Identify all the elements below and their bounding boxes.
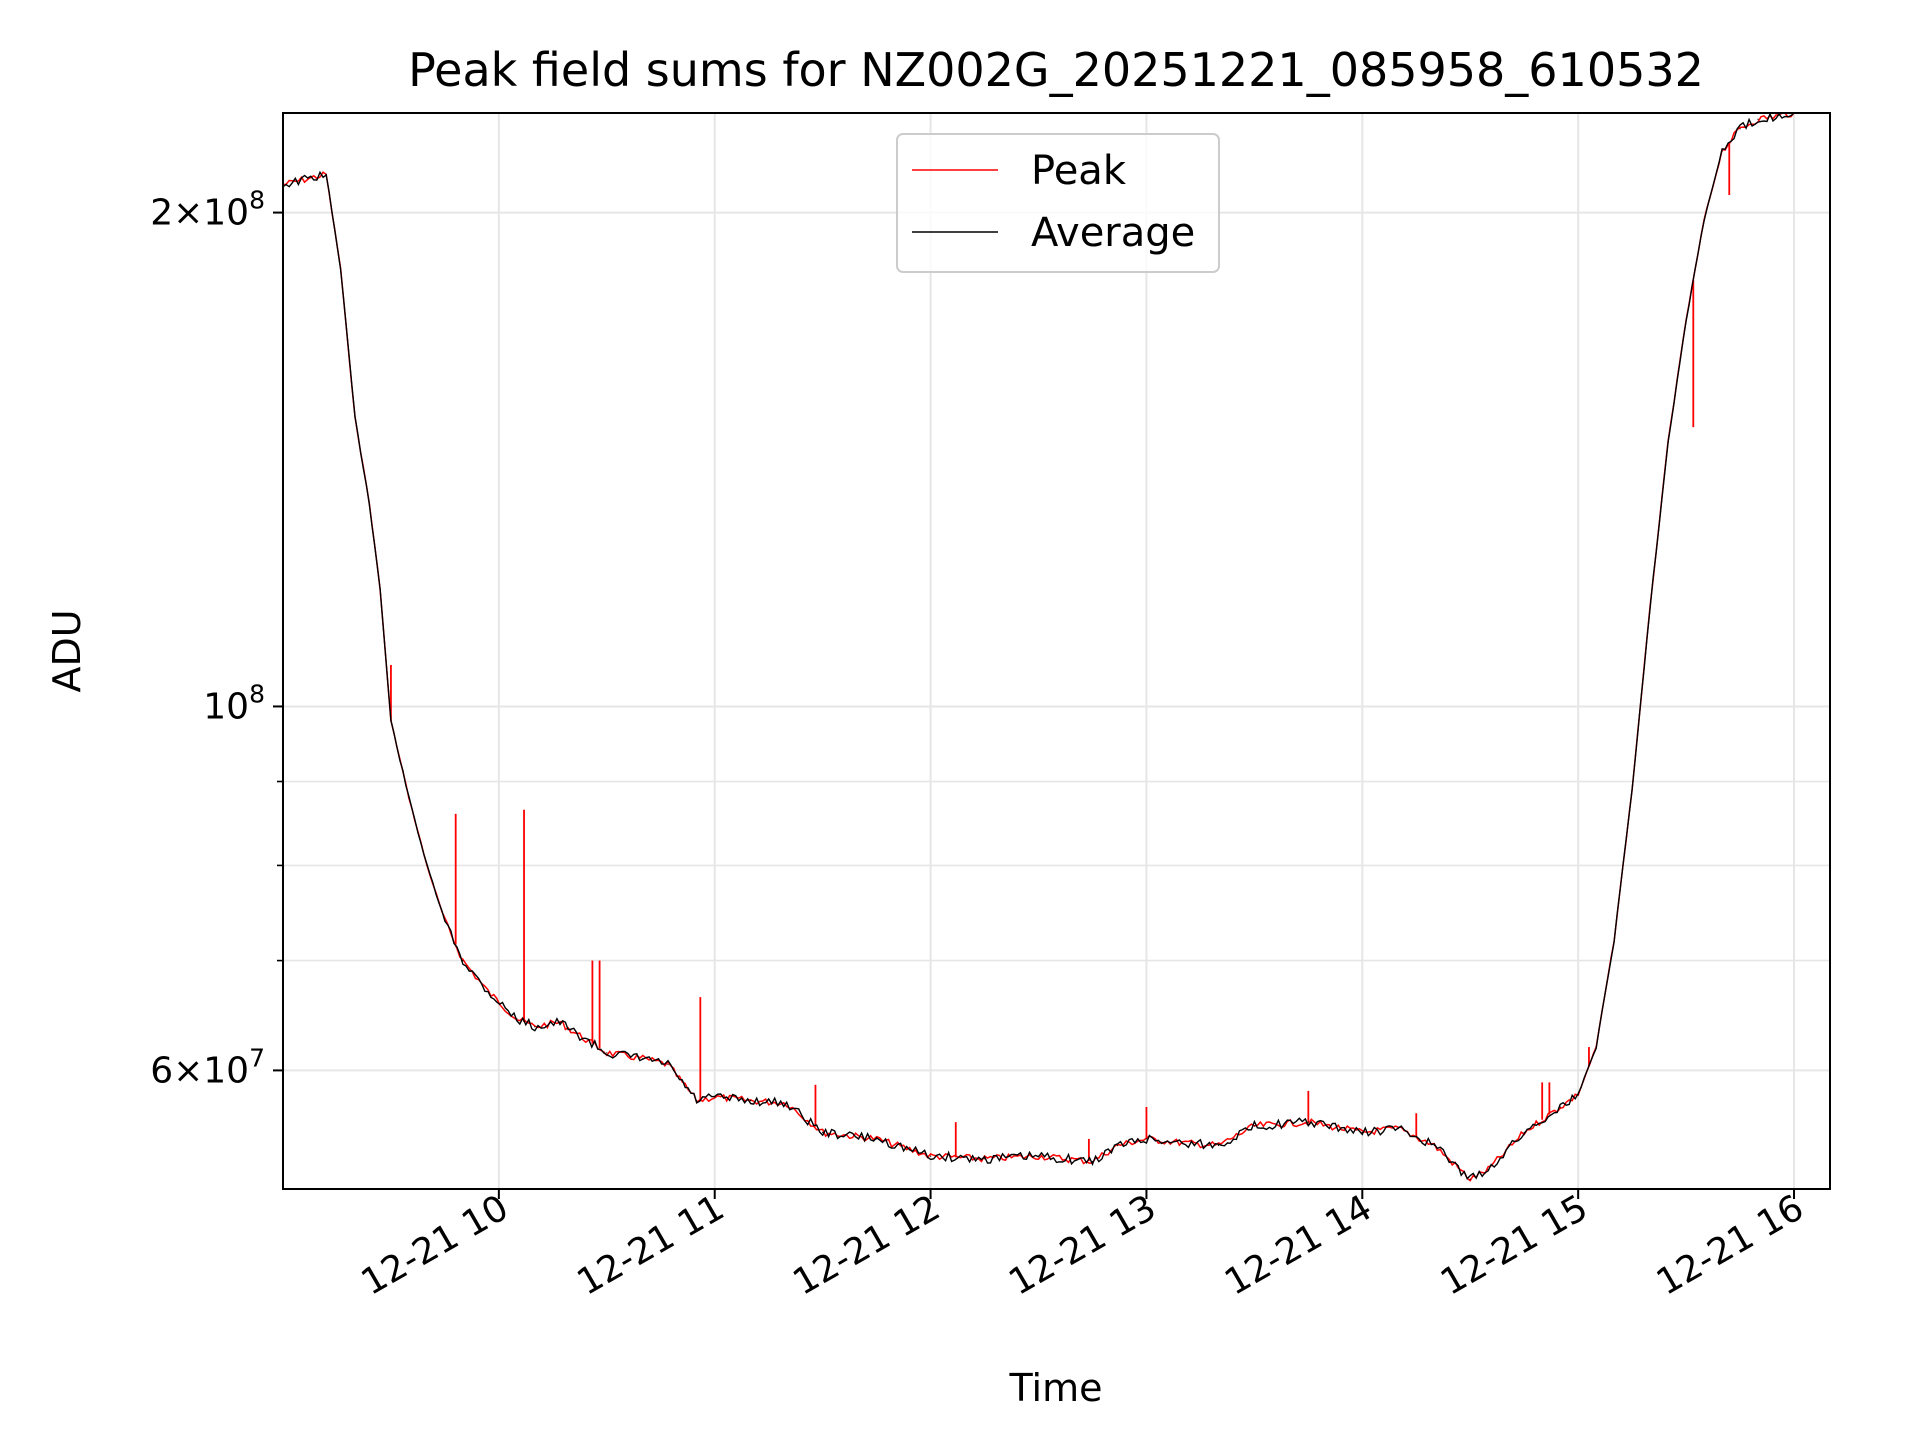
average-point [1703,219,1705,221]
y-axis-ticks: 6×107 108 2×108 [150,186,283,1091]
average-point [1739,128,1741,130]
average-point [1721,150,1723,152]
average-point [1217,1144,1219,1147]
average-point [487,991,489,993]
average-point [534,1026,536,1028]
average-point [606,1052,608,1054]
average-point [930,1155,932,1157]
average-point [696,1100,698,1102]
legend: Peak Average [896,133,1220,273]
average-point [1649,606,1651,608]
average-point [462,960,464,962]
average-point [667,1063,669,1066]
average-point [379,587,381,590]
average-point [1037,1155,1040,1157]
average-point [368,502,370,504]
average-point [516,1018,518,1020]
average-point [1685,319,1687,321]
average-point [1523,1131,1525,1133]
average-point [1361,1131,1363,1133]
average-point [340,267,342,269]
average-point [1145,1138,1147,1140]
average-point [1307,1121,1309,1123]
y-axis-label: ADU [45,609,89,692]
average-point [786,1102,788,1104]
chart-title: Peak field sums for NZ002G_20251221_0859… [408,43,1704,97]
average-point [426,864,428,867]
average-point [822,1131,824,1133]
average-point [1433,1144,1435,1147]
average-point [390,720,392,722]
average-point [1631,788,1633,791]
average-point [1397,1127,1399,1130]
legend-label-peak: Peak [1031,148,1127,194]
average-point [354,417,356,419]
legend-label-average: Average [1031,210,1195,256]
average-point [876,1138,878,1140]
average-point [750,1100,752,1102]
average-point [1487,1169,1489,1171]
average-point [1577,1094,1579,1096]
average-point [983,1158,986,1160]
average-point [1091,1160,1094,1163]
average-point [1595,1046,1597,1048]
average-point [1667,441,1669,443]
average-point [1757,118,1759,120]
average-point [642,1058,644,1060]
series-layer [283,113,1795,1182]
average-point [1181,1142,1183,1144]
y-tick-label: 6×107 [150,1043,265,1091]
average-point [408,796,410,799]
average-point [1613,939,1615,942]
average-point [570,1029,572,1031]
average-point [1559,1106,1561,1108]
x-axis-label: Time [1009,1366,1103,1410]
average-point [325,173,327,175]
average-point [444,920,446,922]
series-line-average [283,113,1795,1180]
y-tick-label: 108 [203,679,265,727]
y-tick-label: 2×108 [150,186,265,234]
average-point [1469,1178,1471,1180]
plot-frame [282,112,1831,1190]
average-point [1117,1144,1119,1147]
average-point [1253,1125,1255,1127]
average-point [559,1021,561,1023]
legend-box [896,133,1220,273]
average-point [714,1096,716,1098]
